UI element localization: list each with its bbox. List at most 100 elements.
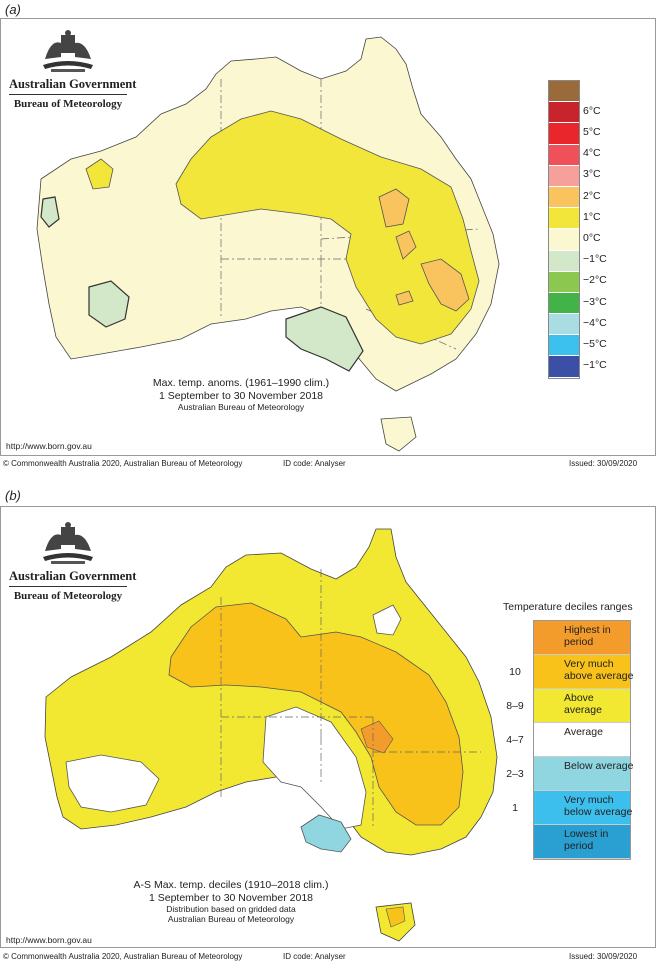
- anomaly-region-neg1c-sw: [88, 280, 130, 328]
- legend-b-entry: Very much below average: [534, 791, 632, 825]
- panel-b-label: (b): [5, 488, 21, 503]
- decile-average-sw: [65, 754, 160, 813]
- legend-a-swatch: [549, 292, 579, 315]
- legend-b-label: Lowest in period: [564, 828, 609, 853]
- panel-b-legend: Highest in period Very much above average…: [533, 620, 633, 860]
- footer-copyright: © Commonwealth Australia 2020, Australia…: [3, 459, 243, 468]
- legend-a-swatch: [549, 144, 579, 166]
- footer-id-code: ID code: Analyser: [283, 459, 346, 468]
- legend-a-label: −1°C: [583, 359, 607, 372]
- legend-a-label: 5°C: [583, 126, 601, 138]
- legend-b-entry: Above average: [534, 689, 630, 723]
- panel-a-map: [36, 36, 500, 452]
- legend-a-label: 0°C: [583, 232, 601, 244]
- legend-a-swatch: [549, 208, 579, 230]
- legend-a-swatch: [549, 250, 579, 272]
- legend-a-label: 3°C: [583, 168, 601, 181]
- legend-b-decile: 1: [512, 802, 518, 814]
- legend-b-entry: Very much above average: [534, 655, 633, 689]
- legend-a-swatch: [549, 81, 579, 103]
- legend-a-swatch: [549, 229, 579, 251]
- tasmania-very-much-above: [385, 906, 406, 928]
- anomaly-region-2c-3: [420, 258, 470, 312]
- state-borders-b: [220, 569, 481, 827]
- panel-b-legend-title: Temperature deciles ranges: [503, 601, 633, 613]
- legend-b-decile: 2–3: [506, 768, 524, 780]
- legend-a-swatch: [549, 271, 579, 293]
- legend-b-swatch: [534, 723, 630, 756]
- legend-a-label: 1°C: [583, 210, 601, 223]
- legend-a-swatch: [549, 123, 579, 145]
- panel-a-url: http://www.born.gov.au: [6, 441, 92, 451]
- logo-government-text: Australian Government: [9, 569, 136, 587]
- legend-b-entry: Below average: [534, 757, 633, 791]
- legend-a-swatch: [549, 314, 579, 336]
- legend-a-label: −3°C: [583, 295, 607, 308]
- anomaly-region-neg1c-west: [40, 196, 60, 228]
- coat-of-arms-icon: [43, 522, 93, 564]
- legend-b-swatch: [534, 757, 630, 790]
- legend-b-decile: 4–7: [506, 734, 524, 746]
- anomaly-region-1c: [175, 110, 480, 345]
- legend-a-label: −5°C: [583, 338, 607, 350]
- legend-b-entry: Highest in period: [534, 621, 630, 655]
- panel-b-map: [44, 528, 498, 942]
- anomaly-region-2c-1: [378, 188, 410, 228]
- legend-b-swatch: [534, 621, 630, 654]
- caption-source: Australian Bureau of Meteorology: [177, 402, 305, 413]
- legend-a-label: −2°C: [583, 274, 607, 287]
- footer-id-code: ID code: Analyser: [283, 952, 346, 961]
- caption-title: Max. temp. anoms. (1961–1990 clim.): [152, 377, 330, 389]
- legend-a-label: 2°C: [583, 189, 601, 202]
- footer-copyright: © Commonwealth Australia 2020, Australia…: [3, 952, 243, 961]
- footer-issued: Issued: 30/09/2020: [569, 952, 638, 961]
- panel-a-map-frame: Australian Government Bureau of Meteorol…: [0, 18, 656, 456]
- legend-b-label: Below average: [564, 760, 634, 772]
- legend-a-swatch: [549, 356, 579, 378]
- panel-b-url: http://www.born.gov.au: [6, 935, 92, 945]
- decile-average-ne: [372, 604, 402, 636]
- anomaly-region-2c-2: [395, 230, 417, 260]
- caption-period: 1 September to 30 November 2018: [148, 891, 314, 904]
- bom-logo-b: Australian Government Bureau of Meteorol…: [9, 521, 136, 602]
- bom-logo-a: Australian Government Bureau of Meteorol…: [9, 29, 136, 110]
- tasmania-a: [380, 416, 417, 452]
- panel-a-label: (a): [5, 2, 21, 17]
- legend-b-decile: 8–9: [506, 700, 524, 712]
- legend-b-decile: 10: [509, 666, 521, 678]
- decile-very-much-above: [168, 602, 464, 826]
- legend-b-label: Highest in period: [564, 624, 611, 649]
- decile-highest-in-period: [360, 720, 394, 754]
- legend-b-swatch: [534, 791, 630, 824]
- legend-b-entry: Lowest in period: [534, 825, 630, 859]
- panel-b-caption: A-S Max. temp. deciles (1910–2018 clim.)…: [101, 879, 361, 925]
- legend-b-label: Very much above average: [564, 658, 634, 683]
- panel-a-caption: Max. temp. anoms. (1961–1990 clim.) 1 Se…: [111, 377, 371, 412]
- legend-b-label: Very much below average: [564, 794, 633, 819]
- legend-b-entry: Average: [534, 723, 630, 757]
- legend-a-label: −4°C: [583, 316, 607, 329]
- legend-a-swatch: [549, 102, 579, 124]
- legend-b-label: Above average: [564, 692, 602, 717]
- legend-a-swatch: [549, 165, 579, 187]
- footer-issued: Issued: 30/09/2020: [569, 459, 638, 468]
- anomaly-region-2c-4: [395, 290, 414, 306]
- legend-b-swatch: [534, 655, 630, 688]
- decile-average-south: [262, 706, 367, 830]
- caption-method: Distribution based on gridded data: [166, 904, 296, 915]
- legend-a-swatch: [549, 186, 579, 209]
- panel-b-map-frame: Australian Government Bureau of Meteorol…: [0, 506, 656, 948]
- legend-b-label: Average: [564, 726, 603, 738]
- anomaly-region-neg1c-south: [285, 306, 364, 372]
- panel-a-legend: [548, 80, 580, 379]
- caption-source: Australian Bureau of Meteorology: [167, 914, 295, 925]
- caption-title: A-S Max. temp. deciles (1910–2018 clim.): [133, 879, 329, 891]
- legend-a-label: 4°C: [583, 147, 601, 160]
- legend-b-swatch: [534, 689, 630, 722]
- legend-a-label: 6°C: [583, 104, 601, 117]
- coat-of-arms-icon: [43, 30, 93, 72]
- logo-bureau-text: Bureau of Meteorology: [13, 590, 123, 602]
- legend-b-swatch: [534, 825, 630, 858]
- logo-bureau-text: Bureau of Meteorology: [13, 98, 123, 110]
- decile-below-average: [300, 814, 352, 853]
